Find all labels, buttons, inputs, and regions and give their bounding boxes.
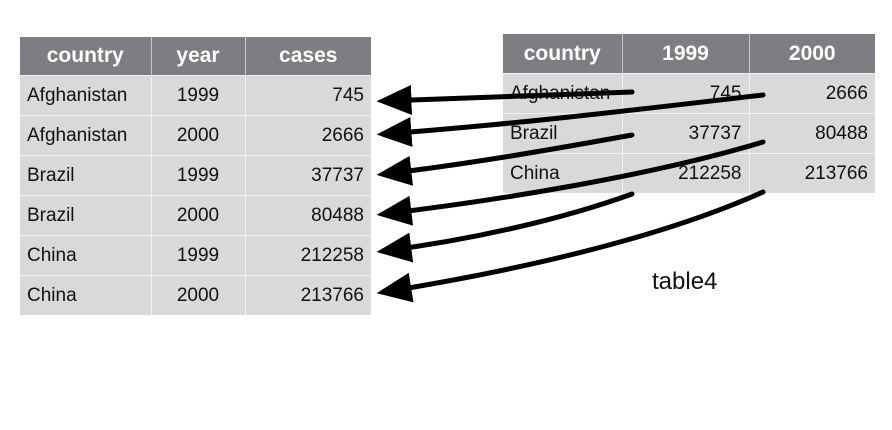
long-cell-year: 1999 (151, 235, 246, 276)
long-cell-cases: 2666 (245, 115, 371, 156)
wide-header-country: country (503, 34, 623, 74)
long-cell-cases: 37737 (245, 155, 371, 196)
arrow-china-1999 (376, 191, 635, 263)
table-row: Brazil 37737 80488 (503, 113, 875, 154)
long-cell-year: 2000 (151, 275, 246, 315)
long-cell-country: Brazil (20, 155, 152, 196)
table-caption: table4 (652, 268, 718, 295)
long-table-header-row: country year cases (20, 37, 371, 76)
wide-cell-2000: 2666 (749, 73, 875, 114)
long-cell-country: China (20, 275, 152, 315)
long-header-year: year (151, 37, 246, 76)
table-row: Afghanistan 1999 745 (20, 75, 371, 116)
long-cell-year: 2000 (151, 195, 246, 236)
arrow-afghanistan-2000 (376, 92, 766, 147)
long-cell-year: 1999 (151, 75, 246, 116)
long-header-country: country (20, 37, 152, 76)
long-cell-year: 1999 (151, 155, 246, 196)
table-row: China 2000 213766 (20, 275, 371, 315)
long-cell-cases: 213766 (245, 275, 371, 315)
arrow-brazil-1999 (376, 132, 635, 186)
wide-table-header-row: country 1999 2000 (503, 34, 875, 74)
table-row: Brazil 2000 80488 (20, 195, 371, 236)
long-cell-country: China (20, 235, 152, 276)
long-cell-cases: 80488 (245, 195, 371, 236)
long-cell-year: 2000 (151, 115, 246, 156)
long-cell-country: Brazil (20, 195, 152, 236)
long-cell-country: Afghanistan (20, 75, 152, 116)
long-cell-country: Afghanistan (20, 115, 152, 156)
table-row: China 1999 212258 (20, 235, 371, 276)
wide-header-1999: 1999 (622, 34, 750, 74)
wide-cell-2000: 213766 (749, 153, 875, 193)
wide-header-2000: 2000 (749, 34, 875, 74)
long-table: country year cases Afghanistan 1999 745 … (20, 37, 371, 315)
long-header-cases: cases (245, 37, 371, 76)
wide-cell-1999: 37737 (622, 113, 750, 154)
arrow-china-2000 (376, 189, 766, 303)
arrow-afghanistan-1999 (376, 85, 635, 115)
arrow-brazil-2000 (376, 139, 766, 226)
wide-cell-2000: 80488 (749, 113, 875, 154)
long-cell-cases: 745 (245, 75, 371, 116)
long-cell-cases: 212258 (245, 235, 371, 276)
table-row: Brazil 1999 37737 (20, 155, 371, 196)
table-row: Afghanistan 2000 2666 (20, 115, 371, 156)
